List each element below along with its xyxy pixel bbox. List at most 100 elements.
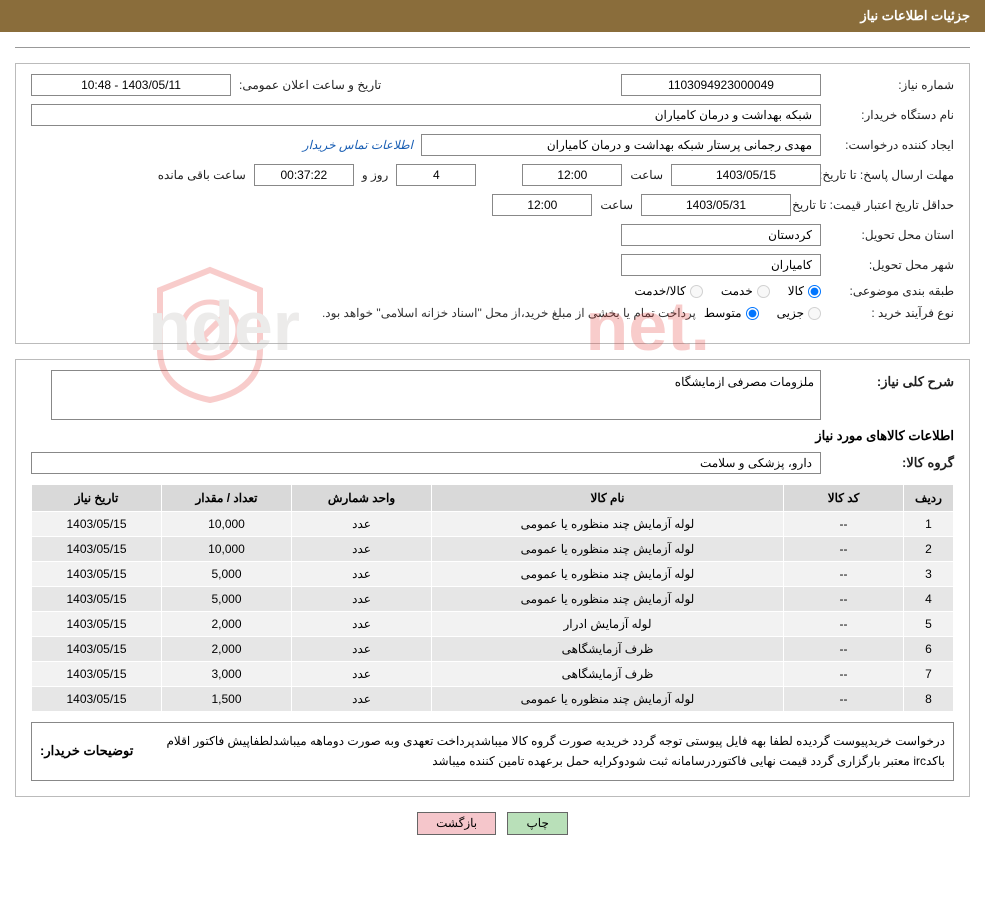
deadline-time: 12:00 [522, 164, 622, 186]
col-qty: تعداد / مقدار [162, 485, 292, 512]
table-row: 8--لوله آزمایش چند منظوره یا عمومیعدد1,5… [32, 687, 954, 712]
class-opt-both[interactable]: کالا/خدمت [634, 284, 702, 298]
row-classification: طبقه بندی موضوعی: کالا خدمت کالا/خدمت [31, 284, 954, 298]
items-title: اطلاعات کالاهای مورد نیاز [815, 428, 954, 444]
table-cell: 3 [904, 562, 954, 587]
table-cell: عدد [292, 537, 432, 562]
table-cell: 2 [904, 537, 954, 562]
table-cell: -- [784, 587, 904, 612]
table-cell: 10,000 [162, 537, 292, 562]
class-radio-both[interactable] [690, 285, 703, 298]
creator-value: مهدی رجمانی پرستار شبکه بهداشت و درمان ک… [421, 134, 821, 156]
announce-value: 1403/05/11 - 10:48 [31, 74, 231, 96]
table-cell: -- [784, 662, 904, 687]
table-cell: 1 [904, 512, 954, 537]
table-cell: 7 [904, 662, 954, 687]
table-cell: لوله آزمایش چند منظوره یا عمومی [432, 687, 784, 712]
table-row: 6--ظرف آزمایشگاهیعدد2,0001403/05/15 [32, 637, 954, 662]
table-cell: عدد [292, 512, 432, 537]
table-cell: عدد [292, 662, 432, 687]
table-cell: لوله آزمایش چند منظوره یا عمومی [432, 562, 784, 587]
col-code: کد کالا [784, 485, 904, 512]
ptype-opt-medium[interactable]: متوسط [704, 306, 759, 320]
need-desc-textarea[interactable] [51, 370, 821, 420]
table-cell: -- [784, 512, 904, 537]
class-radio-khedmat[interactable] [757, 285, 770, 298]
contact-link[interactable]: اطلاعات تماس خریدار [303, 138, 413, 152]
table-cell: 1403/05/15 [32, 562, 162, 587]
city-value: کامیاران [621, 254, 821, 276]
table-cell: -- [784, 637, 904, 662]
buyer-desc-box: درخواست خریدپیوست گردیده لطفا بهه فایل پ… [31, 722, 954, 781]
class-radio-group: کالا خدمت کالا/خدمت [634, 284, 821, 298]
table-cell: -- [784, 687, 904, 712]
table-cell: 1,500 [162, 687, 292, 712]
class-opt-khedmat-label: خدمت [721, 284, 753, 298]
min-valid-date: 1403/05/31 [641, 194, 791, 216]
min-valid-time: 12:00 [492, 194, 592, 216]
table-cell: 1403/05/15 [32, 687, 162, 712]
col-row: ردیف [904, 485, 954, 512]
table-cell: عدد [292, 637, 432, 662]
table-cell: عدد [292, 587, 432, 612]
details-panel: شماره نیاز: 1103094923000049 تاریخ و ساع… [15, 63, 970, 344]
ptype-radio-small[interactable] [808, 307, 821, 320]
buyer-desc-label: توضیحات خریدار: [40, 743, 133, 759]
table-cell: 1403/05/15 [32, 537, 162, 562]
table-cell: -- [784, 537, 904, 562]
print-button[interactable]: چاپ [507, 812, 567, 835]
row-buyer-org: نام دستگاه خریدار: شبکه بهداشت و درمان ک… [31, 104, 954, 126]
divider [15, 47, 970, 48]
city-label: شهر محل تحویل: [829, 258, 954, 272]
class-opt-khedmat[interactable]: خدمت [721, 284, 770, 298]
table-cell: عدد [292, 562, 432, 587]
table-cell: 3,000 [162, 662, 292, 687]
announce-label: تاریخ و ساعت اعلان عمومی: [239, 78, 381, 92]
table-cell: 1403/05/15 [32, 587, 162, 612]
class-opt-kala[interactable]: کالا [788, 284, 821, 298]
creator-label: ایجاد کننده درخواست: [829, 138, 954, 152]
buyer-desc-text: درخواست خریدپیوست گردیده لطفا بهه فایل پ… [145, 731, 945, 772]
ptype-note: پرداخت تمام یا بخشی از مبلغ خرید،از محل … [322, 306, 696, 320]
row-items-title: اطلاعات کالاهای مورد نیاز [31, 428, 954, 444]
table-cell: 5 [904, 612, 954, 637]
days-left: 4 [396, 164, 476, 186]
class-radio-kala[interactable] [808, 285, 821, 298]
table-row: 3--لوله آزمایش چند منظوره یا عمومیعدد5,0… [32, 562, 954, 587]
page-header: جزئیات اطلاعات نیاز [0, 0, 985, 32]
row-creator: ایجاد کننده درخواست: مهدی رجمانی پرستار … [31, 134, 954, 156]
table-cell: لوله آزمایش چند منظوره یا عمومی [432, 512, 784, 537]
table-header-row: ردیف کد کالا نام کالا واحد شمارش تعداد /… [32, 485, 954, 512]
time-label-2: ساعت [600, 198, 633, 212]
ptype-radio-medium[interactable] [746, 307, 759, 320]
table-row: 7--ظرف آزمایشگاهیعدد3,0001403/05/15 [32, 662, 954, 687]
need-panel: شرح کلی نیاز: اطلاعات کالاهای مورد نیاز … [15, 359, 970, 797]
row-need-desc: شرح کلی نیاز: [31, 370, 954, 420]
day-label: روز و [362, 168, 389, 182]
ptype-opt-medium-label: متوسط [704, 306, 742, 320]
row-deadline: مهلت ارسال پاسخ: تا تاریخ: 1403/05/15 سا… [31, 164, 954, 186]
col-unit: واحد شمارش [292, 485, 432, 512]
table-cell: لوله آزمایش چند منظوره یا عمومی [432, 587, 784, 612]
table-cell: عدد [292, 687, 432, 712]
buyer-org-value: شبکه بهداشت و درمان کامیاران [31, 104, 821, 126]
deadline-date: 1403/05/15 [671, 164, 821, 186]
hours-left: 00:37:22 [254, 164, 354, 186]
row-group: گروه کالا: دارو، پزشکی و سلامت [31, 452, 954, 474]
table-cell: 8 [904, 687, 954, 712]
table-cell: 1403/05/15 [32, 637, 162, 662]
col-name: نام کالا [432, 485, 784, 512]
class-label: طبقه بندی موضوعی: [829, 284, 954, 298]
ptype-label: نوع فرآیند خرید : [829, 306, 954, 320]
ptype-opt-small[interactable]: جزیی [777, 306, 821, 320]
table-cell: 10,000 [162, 512, 292, 537]
items-table: ردیف کد کالا نام کالا واحد شمارش تعداد /… [31, 484, 954, 712]
table-row: 5--لوله آزمایش ادرارعدد2,0001403/05/15 [32, 612, 954, 637]
need-desc-label: شرح کلی نیاز: [829, 370, 954, 390]
row-min-valid: حداقل تاریخ اعتبار قیمت: تا تاریخ: 1403/… [31, 194, 954, 216]
back-button[interactable]: بازگشت [417, 812, 496, 835]
table-cell: -- [784, 612, 904, 637]
row-purchase-type: نوع فرآیند خرید : جزیی متوسط پرداخت تمام… [31, 306, 954, 320]
table-cell: لوله آزمایش چند منظوره یا عمومی [432, 537, 784, 562]
table-cell: 6 [904, 637, 954, 662]
